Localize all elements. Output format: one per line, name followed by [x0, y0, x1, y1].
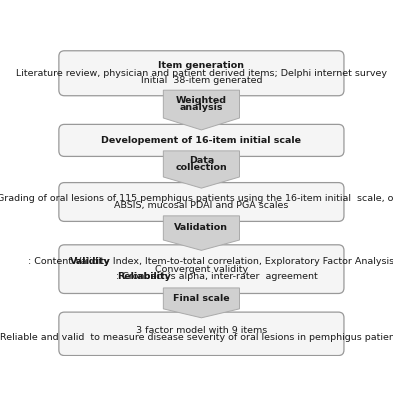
FancyBboxPatch shape: [59, 182, 344, 222]
Text: Weighted: Weighted: [176, 96, 227, 105]
Text: Initial  38-item generated: Initial 38-item generated: [141, 76, 262, 85]
Text: collection: collection: [176, 163, 227, 172]
Text: Literature review, physician and patient derived items; Delphi internet survey: Literature review, physician and patient…: [16, 69, 387, 78]
Polygon shape: [163, 288, 239, 318]
Text: Final scale: Final scale: [173, 294, 230, 303]
FancyBboxPatch shape: [59, 245, 344, 294]
Text: 3 factor model with 9 items: 3 factor model with 9 items: [136, 326, 267, 334]
Polygon shape: [163, 90, 239, 130]
Text: : Cronbach’s alpha, inter-rater  agreement: : Cronbach’s alpha, inter-rater agreemen…: [116, 272, 318, 281]
Text: Item generation: Item generation: [158, 61, 244, 70]
Text: Reliable and valid  to measure disease severity of oral lesions in pemphigus pat: Reliable and valid to measure disease se…: [0, 333, 393, 342]
Text: ABSIS, mucosal PDAI and PGA scales: ABSIS, mucosal PDAI and PGA scales: [114, 201, 288, 210]
Text: analysis: analysis: [180, 103, 223, 112]
FancyBboxPatch shape: [59, 51, 344, 96]
Text: Data: Data: [189, 156, 214, 165]
Text: Grading of oral lesions of 115 pemphigus patients using the 16-item initial  sca: Grading of oral lesions of 115 pemphigus…: [0, 194, 393, 203]
Text: Validity: Validity: [70, 257, 111, 266]
FancyBboxPatch shape: [59, 124, 344, 156]
Text: Developement of 16-item initial scale: Developement of 16-item initial scale: [101, 136, 301, 145]
Polygon shape: [163, 216, 239, 250]
Text: : Content Validity Index, Item-to-total correlation, Exploratory Factor Analysis: : Content Validity Index, Item-to-total …: [28, 257, 393, 266]
Text: Validation: Validation: [174, 224, 228, 232]
FancyBboxPatch shape: [59, 312, 344, 356]
Text: Reliability: Reliability: [117, 272, 171, 281]
Text: Convergent validity: Convergent validity: [155, 265, 248, 274]
Polygon shape: [163, 151, 239, 188]
